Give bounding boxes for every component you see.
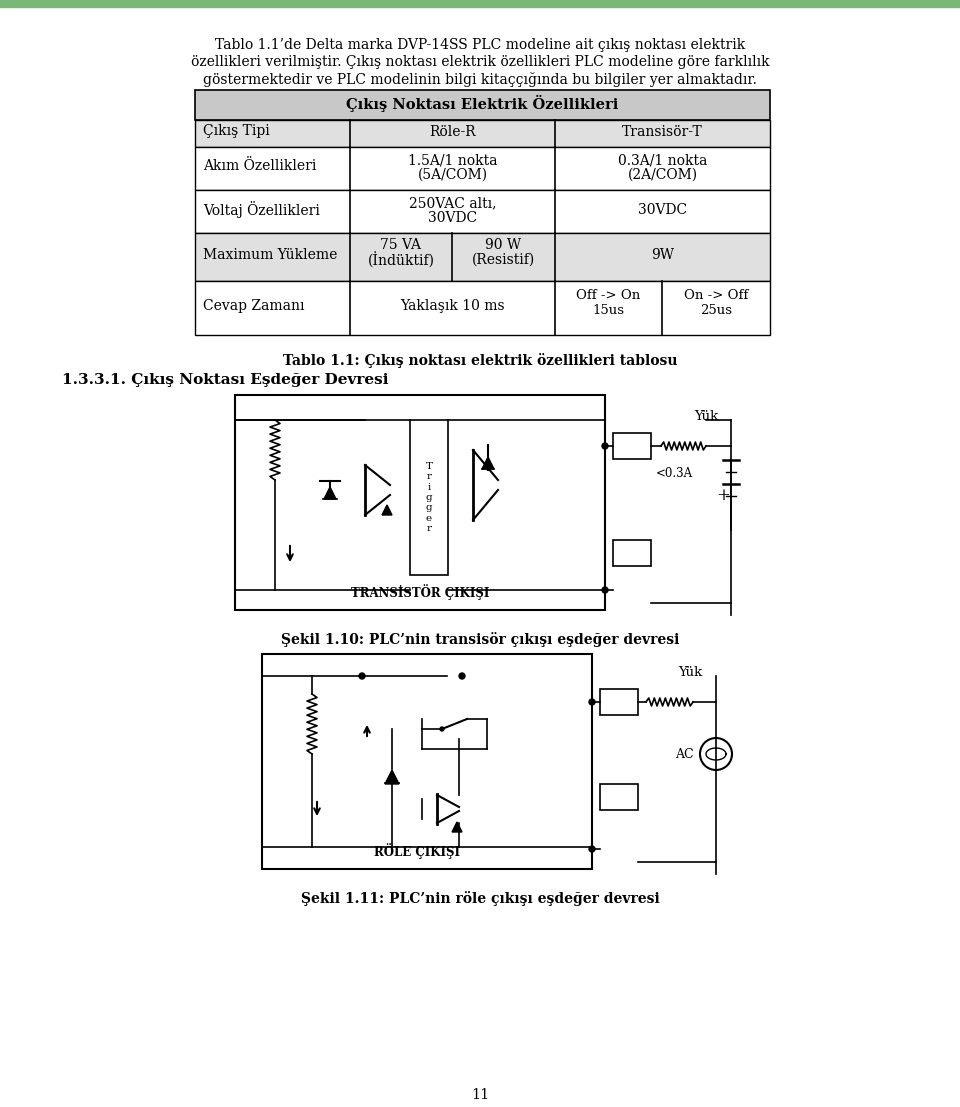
Bar	[613, 433, 651, 459]
Text: Y0: Y0	[610, 695, 629, 708]
Text: Şekil 1.10: PLC’nin transisör çıkışı eşdeğer devresi: Şekil 1.10: PLC’nin transisör çıkışı eşd…	[281, 632, 679, 646]
Text: Yük: Yük	[694, 410, 718, 423]
Text: 11: 11	[470, 1088, 490, 1101]
Circle shape	[602, 443, 608, 449]
Text: 0.3A/1 nokta: 0.3A/1 nokta	[618, 153, 708, 167]
Text: Off -> On: Off -> On	[576, 289, 640, 302]
Bar	[195, 232, 770, 281]
Text: RÖLE ÇIKIŞI: RÖLE ÇIKIŞI	[374, 844, 460, 859]
Text: Akım Özellikleri: Akım Özellikleri	[203, 159, 317, 174]
Text: özellikleri verilmiştir. Çıkış noktası elektrik özellikleri PLC modeline göre fa: özellikleri verilmiştir. Çıkış noktası e…	[191, 55, 769, 69]
Text: T
r
i
g
g
e
r: T r i g g e r	[425, 462, 433, 534]
Circle shape	[459, 673, 465, 679]
Text: TRANSİSTÖR ÇIKIŞI: TRANSİSTÖR ÇIKIŞI	[350, 584, 490, 600]
Text: Y0: Y0	[623, 439, 641, 453]
Text: Tablo 1.1: Çıkış noktası elektrik özellikleri tablosu: Tablo 1.1: Çıkış noktası elektrik özelli…	[283, 353, 677, 368]
Circle shape	[440, 727, 444, 731]
Text: Voltaj Özellikleri: Voltaj Özellikleri	[203, 201, 320, 218]
Text: Maximum Yükleme: Maximum Yükleme	[203, 248, 337, 262]
Text: 30VDC: 30VDC	[428, 211, 477, 225]
Bar	[600, 784, 638, 810]
Text: Şekil 1.11: PLC’nin röle çıkışı eşdeğer devresi: Şekil 1.11: PLC’nin röle çıkışı eşdeğer …	[300, 891, 660, 906]
Text: (2A/COM): (2A/COM)	[628, 168, 698, 182]
Text: Çıkış Tipi: Çıkış Tipi	[203, 124, 270, 138]
Text: +: +	[716, 486, 730, 504]
Polygon shape	[382, 505, 392, 515]
Bar	[235, 395, 605, 610]
Text: On -> Off: On -> Off	[684, 289, 748, 302]
Bar	[410, 420, 448, 575]
Bar	[195, 90, 770, 120]
Text: Yük: Yük	[678, 666, 702, 679]
Polygon shape	[482, 457, 494, 469]
Text: Transisör-T: Transisör-T	[622, 124, 703, 138]
Text: 9W: 9W	[651, 248, 674, 262]
Text: 90 W: 90 W	[486, 238, 521, 252]
Text: Çıkış Noktası Elektrik Özellikleri: Çıkış Noktası Elektrik Özellikleri	[347, 94, 618, 112]
Bar	[600, 689, 638, 715]
Text: 1.5A/1 nokta: 1.5A/1 nokta	[408, 153, 497, 167]
Bar	[195, 120, 770, 147]
Text: (5A/COM): (5A/COM)	[418, 168, 488, 182]
Text: C0: C0	[622, 547, 642, 559]
Text: Röle-R: Röle-R	[429, 124, 476, 138]
Bar	[613, 540, 651, 566]
Polygon shape	[385, 770, 399, 784]
Circle shape	[589, 846, 595, 852]
Text: 30VDC: 30VDC	[638, 203, 687, 217]
Text: göstermektedir ve PLC modelinin bilgi kitaççığında bu bilgiler yer almaktadır.: göstermektedir ve PLC modelinin bilgi ki…	[204, 72, 756, 87]
Bar	[262, 654, 592, 869]
Text: (İndüktif): (İndüktif)	[368, 254, 435, 269]
Text: 15us: 15us	[592, 304, 625, 317]
Text: Cevap Zamanı: Cevap Zamanı	[203, 299, 304, 313]
Text: 75 VA: 75 VA	[380, 238, 421, 252]
Text: (Resistif): (Resistif)	[472, 254, 535, 267]
Polygon shape	[452, 823, 462, 832]
Text: <0.3A: <0.3A	[656, 467, 693, 480]
Bar	[0, 0, 960, 7]
Bar	[195, 281, 770, 335]
Text: AC: AC	[676, 747, 694, 761]
Text: 25us: 25us	[700, 304, 732, 317]
Circle shape	[359, 673, 365, 679]
Polygon shape	[324, 487, 336, 499]
Text: Tablo 1.1’de Delta marka DVP-14SS PLC modeline ait çıkış noktası elektrik: Tablo 1.1’de Delta marka DVP-14SS PLC mo…	[215, 38, 745, 52]
Bar	[195, 190, 770, 232]
Circle shape	[589, 699, 595, 705]
Text: Yaklaşık 10 ms: Yaklaşık 10 ms	[400, 299, 505, 313]
Text: 1.3.3.1. Çıkış Noktası Eşdeğer Devresi: 1.3.3.1. Çıkış Noktası Eşdeğer Devresi	[62, 373, 389, 387]
Text: 250VAC altı,: 250VAC altı,	[409, 196, 496, 210]
Text: C0: C0	[610, 790, 629, 804]
Bar	[195, 147, 770, 190]
Circle shape	[602, 587, 608, 593]
